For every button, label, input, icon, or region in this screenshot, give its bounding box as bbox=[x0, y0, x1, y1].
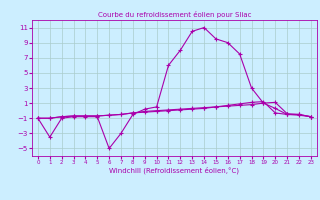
X-axis label: Windchill (Refroidissement éolien,°C): Windchill (Refroidissement éolien,°C) bbox=[109, 167, 239, 174]
Title: Courbe du refroidissement éolien pour Sliac: Courbe du refroidissement éolien pour Sl… bbox=[98, 11, 251, 18]
